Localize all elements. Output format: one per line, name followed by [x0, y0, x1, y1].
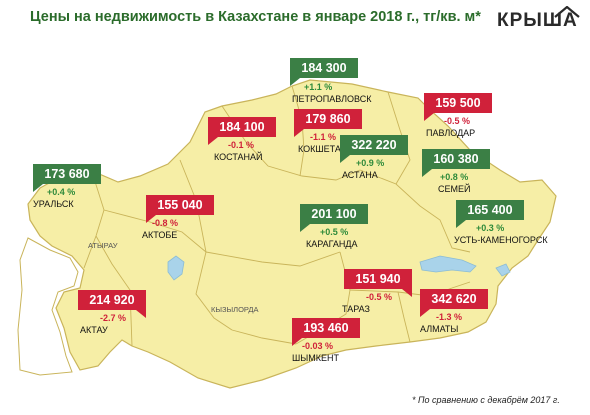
- city-name: КОСТАНАЙ: [214, 152, 263, 162]
- price-tag: 201 100: [300, 204, 368, 232]
- price-change: +0.3 %: [476, 223, 505, 233]
- city-marker-taraz: 151 940 -0.5 % ТАРАЗ: [342, 269, 412, 314]
- city-name: АСТАНА: [342, 170, 378, 180]
- city-name: СЕМЕЙ: [438, 184, 471, 194]
- price-tag: 159 500: [424, 93, 492, 121]
- city-name: УСТЬ-КАМЕНОГОРСК: [454, 235, 548, 245]
- price-change: -0.5 %: [366, 292, 393, 302]
- city-marker-kokshetau: 179 860 -1.1 % КОКШЕТАУ: [294, 109, 362, 154]
- city-marker-astana: 322 220 +0.9 % АСТАНА: [340, 135, 408, 180]
- price-tag: 184 300: [290, 58, 358, 86]
- price-change: -0.1 %: [228, 140, 255, 150]
- lake-balkhash: [419, 255, 477, 273]
- price-tag: 214 920: [78, 290, 146, 318]
- city-marker-karaganda: 201 100 +0.5 % КАРАГАНДА: [300, 204, 368, 249]
- city-marker-aktobe: 155 040 -0.8 % АКТОБЕ: [142, 195, 214, 240]
- price-tag: 155 040: [146, 195, 214, 223]
- city-marker-kostanay: 184 100 -0.1 % КОСТАНАЙ: [208, 117, 276, 162]
- price-tag: 173 680: [33, 164, 101, 192]
- city-name: АКТАУ: [80, 325, 108, 335]
- price-tag: 322 220: [340, 135, 408, 163]
- price-change: +0.8 %: [440, 172, 469, 182]
- city-name: ТАРАЗ: [342, 304, 370, 314]
- aral-sea: [167, 255, 185, 281]
- city-marker-petropavlovsk: 184 300 +1.1 % ПЕТРОПАВЛОВСК: [290, 58, 372, 104]
- price-tag: 179 860: [294, 109, 362, 137]
- city-marker-shymkent: 193 460 -0.03 % ШЫМКЕНТ: [292, 318, 360, 363]
- city-marker-ust-kamenogorsk: 165 400 +0.3 % УСТЬ-КАМЕНОГОРСК: [454, 200, 548, 245]
- price-tag: 151 940: [344, 269, 412, 297]
- page-title: Цены на недвижимость в Казахстане в янва…: [30, 9, 481, 25]
- city-marker-aktau: 214 920 -2.7 % АКТАУ: [78, 290, 146, 335]
- price-change: +0.4 %: [47, 187, 76, 197]
- footnote: * По сравнению с декабрём 2017 г.: [412, 395, 560, 405]
- price-tag: 193 460: [292, 318, 360, 346]
- price-change: -1.1 %: [310, 132, 337, 142]
- region-label-atyrau: АТЫРАУ: [88, 241, 118, 250]
- price-change: -0.5 %: [444, 116, 471, 126]
- roof-icon: [554, 6, 580, 18]
- price-change: -0.8 %: [152, 218, 179, 228]
- city-marker-semey: 160 380 +0.8 % СЕМЕЙ: [422, 149, 490, 194]
- price-change: +1.1 %: [304, 82, 333, 92]
- region-label-kyzylorda: КЫЗЫЛОРДА: [211, 305, 259, 314]
- price-change: +0.9 %: [356, 158, 385, 168]
- city-name: ПАВЛОДАР: [426, 128, 476, 138]
- lake-alakol: [495, 263, 511, 277]
- city-marker-almaty: 342 620 -1.3 % АЛМАТЫ: [420, 289, 488, 334]
- city-marker-uralsk: 173 680 +0.4 % УРАЛЬСК: [33, 164, 101, 209]
- city-marker-pavlodar: 159 500 -0.5 % ПАВЛОДАР: [424, 93, 492, 138]
- caspian-sea: [17, 237, 79, 376]
- city-name: КОКШЕТАУ: [298, 144, 347, 154]
- price-change: +0.5 %: [320, 227, 349, 237]
- price-change: -2.7 %: [100, 313, 127, 323]
- city-name: АЛМАТЫ: [420, 324, 459, 334]
- city-name: АКТОБЕ: [142, 230, 178, 240]
- city-name: ПЕТРОПАВЛОВСК: [292, 94, 372, 104]
- price-tag: 160 380: [422, 149, 490, 177]
- city-name: КАРАГАНДА: [306, 239, 358, 249]
- price-change: -1.3 %: [436, 312, 463, 322]
- price-tag: 165 400: [456, 200, 524, 228]
- price-change: -0.03 %: [302, 341, 334, 351]
- city-name: УРАЛЬСК: [33, 199, 74, 209]
- price-tag: 184 100: [208, 117, 276, 145]
- price-tag: 342 620: [420, 289, 488, 317]
- city-name: ШЫМКЕНТ: [292, 353, 339, 363]
- krysha-logo: КРЫША: [497, 6, 583, 34]
